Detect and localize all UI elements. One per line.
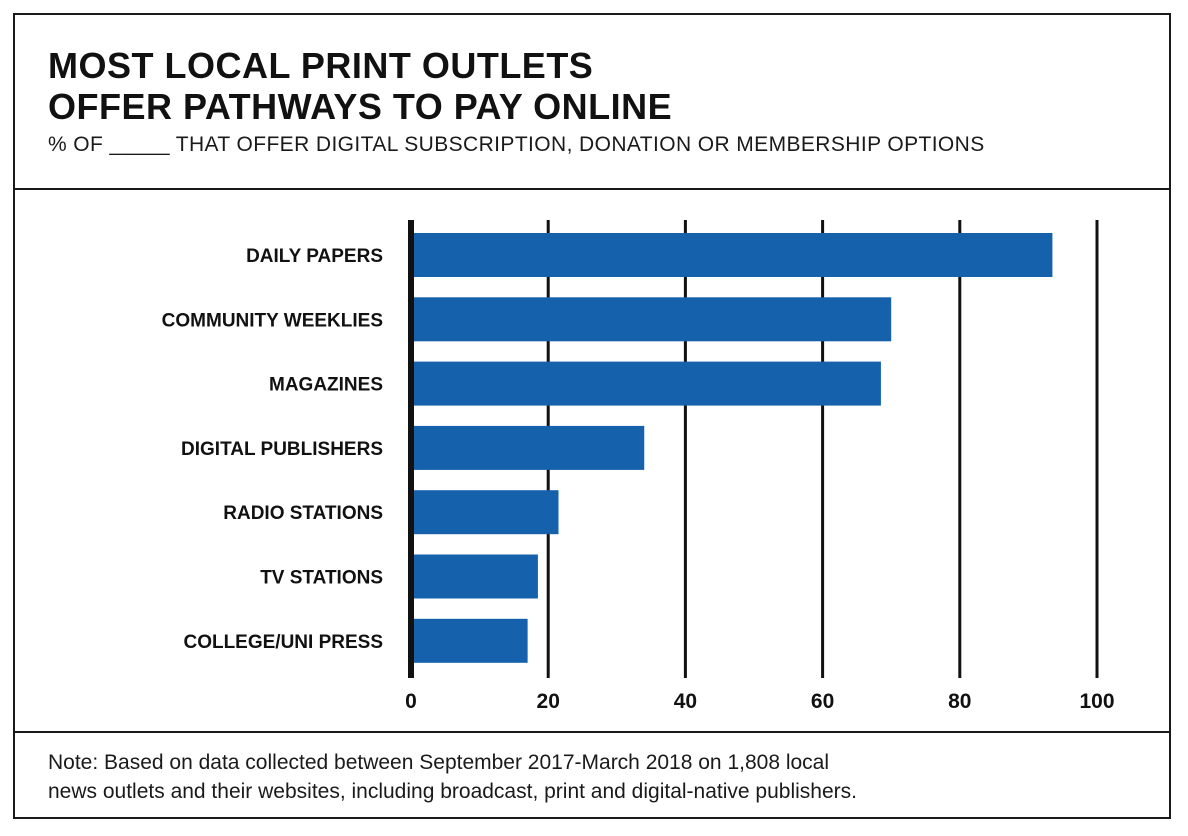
x-tick-label: 40 [674,690,697,713]
chart-note: Note: Based on data collected between Se… [48,748,857,806]
x-tick-label: 100 [1079,690,1114,713]
category-label: RADIO STATIONS [223,503,383,524]
chart-subtitle: % OF _____ THAT OFFER DIGITAL SUBSCRIPTI… [48,133,985,156]
footer-divider [13,731,1171,733]
x-tick-labels: 0 20 40 60 80 100 [405,690,1114,713]
bar-daily-papers [411,233,1053,277]
chart-title-line-1: MOST LOCAL PRINT OUTLETS [48,45,594,86]
category-label: COLLEGE/UNI PRESS [183,632,383,653]
bar-tv-stations [411,554,538,599]
chart-frame [13,13,1171,819]
note-line-1: Note: Based on data collected between Se… [48,751,830,774]
chart-title-line-2: OFFER PATHWAYS TO PAY ONLINE [48,86,673,127]
category-label: COMMUNITY WEEKLIES [162,310,383,331]
bar-magazines [411,361,881,406]
category-label: MAGAZINES [269,375,383,396]
category-label: DIGITAL PUBLISHERS [181,439,383,460]
bar-college-uni-press [411,618,528,663]
bar-community-weeklies [411,297,892,342]
x-tick-label: 0 [405,690,417,713]
bar-digital-publishers [411,425,645,470]
x-tick-label: 80 [948,690,971,713]
category-labels: DAILY PAPERS COMMUNITY WEEKLIES MAGAZINES D… [162,246,383,653]
header-divider [13,188,1171,190]
category-label: DAILY PAPERS [246,246,383,267]
x-tick-label: 60 [811,690,834,713]
chart-title: MOST LOCAL PRINT OUTLETS OFFER PATHWAYS … [48,45,672,127]
x-tick-label: 20 [537,690,560,713]
note-line-2: news outlets and their websites, includi… [48,780,857,803]
bars [411,233,1053,663]
category-label: TV STATIONS [260,568,383,589]
bar-radio-stations [411,490,559,535]
